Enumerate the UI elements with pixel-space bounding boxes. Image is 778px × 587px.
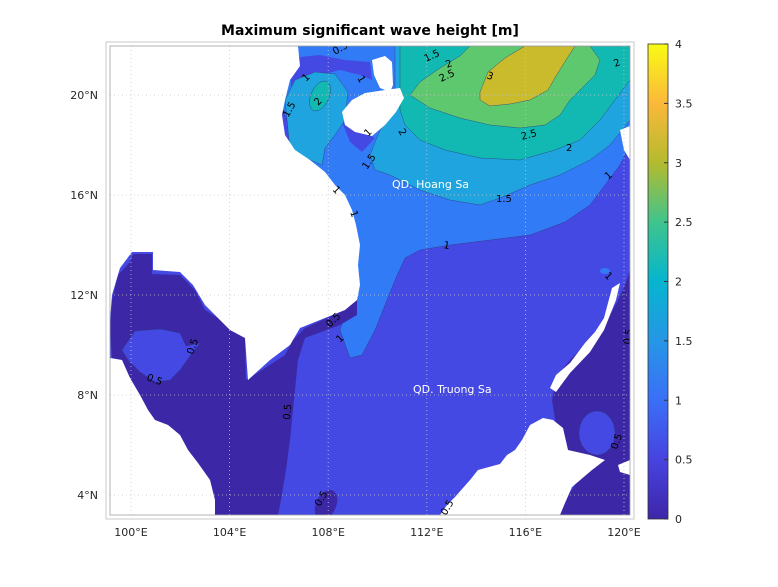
land-palawan [550, 283, 620, 392]
contour-label: 2 [395, 127, 408, 138]
region-1-1.5-spot [600, 268, 610, 274]
region-0.5-1-gulf-pocket [121, 328, 201, 383]
region-3-3.5 [479, 46, 576, 107]
y-tick-label: 20°N [70, 89, 98, 102]
colorbar-tick-label: 4 [675, 38, 682, 51]
contour-label: 0.5 [622, 328, 636, 346]
plot-border [109, 45, 631, 516]
land-philippines [620, 126, 630, 160]
y-axis: 4°N 8°N 12°N 16°N 20°N [70, 89, 98, 502]
land-borneo [440, 418, 605, 515]
x-tick-label: 108°E [311, 526, 344, 539]
contour-label: 0.5 [331, 40, 350, 57]
contour-label: 1 [347, 209, 360, 219]
contour-label: 0.5 [609, 432, 625, 451]
land-philippines-south [618, 460, 630, 475]
colorbar-ticks: 0 0.5 1 1.5 2 2.5 3 3.5 4 [664, 38, 693, 526]
place-label-truong-sa: QD. Truong Sa [413, 383, 492, 396]
region-0-0.5-gulf-of-thailand [110, 254, 357, 515]
contour-label: 1 [354, 74, 367, 85]
colorbar-tick-label: 1.5 [675, 335, 693, 348]
x-tick-label: 116°E [509, 526, 542, 539]
contour-label: 2 [444, 58, 454, 71]
contour-label: 0.5 [282, 403, 294, 420]
x-axis: 100°E 104°E 108°E 112°E 116°E 120°E [114, 526, 640, 539]
y-tick-label: 4°N [77, 489, 98, 502]
contour-label: 2.5 [520, 128, 538, 143]
colorbar-tick-label: 2.5 [675, 216, 693, 229]
y-tick-label: 8°N [77, 389, 98, 402]
colorbar-tick-label: 3.5 [675, 97, 693, 110]
grid-lines [110, 46, 630, 515]
colorbar-tick-label: 1 [675, 394, 682, 407]
land-malay-peninsula [110, 358, 215, 515]
contour-label: 0.5 [145, 372, 164, 388]
y-tick-label: 16°N [70, 189, 98, 202]
contour-label: 2 [566, 143, 572, 154]
chart-title: Maximum significant wave height [m] [221, 23, 519, 39]
colorbar-tick-label: 0.5 [675, 454, 693, 467]
colorbar-tick-label: 2 [675, 276, 682, 289]
x-tick-label: 112°E [410, 526, 443, 539]
plot-area: 0.5 1 1 1.5 2 1.5 2 2.5 3 2 2.5 2 1 2 1.… [110, 40, 636, 515]
region-0.5-1-coast [290, 55, 372, 110]
x-tick-label: 120°E [607, 526, 640, 539]
contour-label: 0.5 [185, 337, 201, 356]
y-tick-label: 12°N [70, 289, 98, 302]
land-indochina [110, 46, 360, 380]
x-tick-label: 104°E [213, 526, 246, 539]
colorbar-tick-label: 0 [675, 513, 682, 526]
x-tick-label: 100°E [114, 526, 147, 539]
colorbar-tick-label: 3 [675, 157, 682, 170]
contour-label: 3 [485, 70, 495, 83]
region-0.5-1-sulu-pocket [578, 410, 616, 456]
region-2-2.5-gulf [309, 80, 331, 112]
contour-label: 2 [612, 57, 622, 70]
contour-label: 1.5 [496, 194, 512, 205]
land-hainan [342, 88, 404, 136]
region-0-0.5-south [314, 489, 338, 515]
contour-label: 1 [603, 170, 615, 183]
land-leizhou [372, 56, 393, 92]
region-0.5-1-hainan-sw [342, 122, 375, 152]
place-label-hoang-sa: QD. Hoang Sa [392, 178, 469, 191]
contour-label: 1 [442, 240, 450, 252]
